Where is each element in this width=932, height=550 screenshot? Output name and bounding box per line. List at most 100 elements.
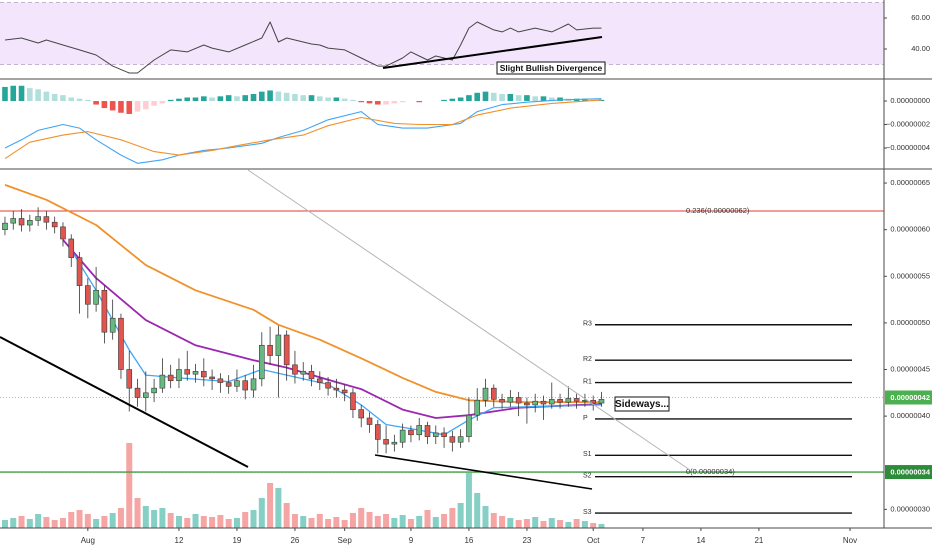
candle-body <box>590 399 596 404</box>
volume-bar <box>200 516 207 528</box>
volume-bar <box>316 514 323 528</box>
histogram-bar <box>225 95 232 102</box>
x-tick-label: 14 <box>696 536 705 545</box>
candle-body <box>259 344 265 380</box>
histogram-bar <box>201 96 207 102</box>
histogram-bar <box>283 92 290 102</box>
volume-bar <box>250 510 257 528</box>
histogram-bar <box>466 95 472 102</box>
candle-body <box>167 374 174 381</box>
volume-bar <box>35 514 42 528</box>
pivot-label: R2 <box>583 356 592 363</box>
volume-bar <box>391 518 398 528</box>
x-tick-label: 21 <box>754 536 763 545</box>
histogram-bar <box>68 97 75 102</box>
volume-bar <box>291 514 298 528</box>
histogram-bar <box>76 98 83 102</box>
x-tick-label: 23 <box>522 536 531 545</box>
candle-body <box>101 289 108 333</box>
volume-bar <box>308 518 315 528</box>
pivot-label: R3 <box>583 321 592 328</box>
candle-body <box>143 392 149 398</box>
histogram-bar <box>358 101 365 103</box>
volume-bar <box>482 506 489 528</box>
y-tick-label: 0.00000045 <box>890 364 930 373</box>
volume-bar <box>117 508 124 528</box>
volume-bar <box>465 473 472 528</box>
candle-body <box>109 317 116 333</box>
histogram-bar <box>515 95 522 102</box>
volume-bar <box>142 506 149 528</box>
histogram-bar <box>366 101 373 104</box>
histogram-bar <box>374 101 381 105</box>
volume-bar <box>151 510 158 528</box>
volume-bar <box>424 510 431 528</box>
candle-body <box>118 317 124 370</box>
histogram-bar <box>134 101 141 112</box>
moving-average <box>70 249 602 436</box>
volume-bar <box>358 508 365 528</box>
price-tag-label: 0.00000034 <box>890 468 930 477</box>
fib-line <box>247 169 691 471</box>
level-label: 0.236(0.00000062) <box>686 206 750 215</box>
volume-bar <box>300 516 307 528</box>
histogram-bar <box>499 93 505 102</box>
histogram-bar <box>60 95 66 102</box>
candle-body <box>126 369 133 389</box>
histogram-bar <box>474 92 481 102</box>
volume-bar <box>101 516 108 528</box>
histogram-bar <box>2 86 8 102</box>
annotation-box <box>496 61 606 75</box>
candle-body <box>184 369 191 375</box>
macd-line <box>4 99 602 160</box>
candle-body <box>383 439 389 445</box>
histogram-bar <box>416 101 423 103</box>
histogram-bar <box>217 96 224 102</box>
volume-bar <box>416 516 423 528</box>
volume-bar <box>84 514 91 528</box>
volume-bar <box>366 512 373 528</box>
volume-bar <box>267 483 274 528</box>
volume-bar <box>76 510 83 528</box>
volume-bar <box>217 515 224 528</box>
volume-bar <box>109 513 116 528</box>
x-tick-label: 16 <box>464 536 473 545</box>
x-tick-label: Oct <box>587 536 600 545</box>
volume-bar <box>68 512 75 528</box>
candle-body <box>449 436 456 443</box>
y-tick-label: 40.00 <box>911 44 930 53</box>
candle-body <box>201 371 207 378</box>
histogram-bar <box>267 90 273 102</box>
candle-body <box>548 399 555 405</box>
histogram-bar <box>101 101 108 109</box>
histogram-bar <box>35 89 41 102</box>
plot-area: 0.236(0.00000062) 0(0.00000034) R3 R2 R1 P S1 S… <box>0 2 884 528</box>
candle-body <box>474 399 481 416</box>
volume-bar <box>557 520 564 528</box>
histogram-bar <box>18 85 25 102</box>
x-tick-label: 7 <box>641 536 646 545</box>
volume-bar <box>540 521 547 528</box>
candle-body <box>540 400 547 405</box>
candle-body <box>225 382 232 387</box>
candle-body <box>466 414 472 437</box>
volume-bar <box>590 523 597 528</box>
volume-bar <box>18 516 25 528</box>
histogram-bar <box>482 91 489 102</box>
y-tick-label: 0.00000060 <box>890 225 930 234</box>
price-tag-label: 0.00000042 <box>890 393 930 402</box>
volume-bar <box>175 516 182 528</box>
x-tick-label: Aug <box>81 536 95 545</box>
candle-body <box>532 400 539 406</box>
volume-bar <box>407 519 414 528</box>
volume-bar <box>548 518 555 528</box>
x-tick-label: 9 <box>409 536 414 545</box>
histogram-bar <box>292 93 298 102</box>
volume-bar <box>1 520 8 528</box>
candle-body <box>300 371 307 375</box>
macd-line <box>4 98 602 164</box>
candle-body <box>573 398 580 402</box>
trend-line <box>374 454 593 490</box>
volume-bar <box>499 516 506 528</box>
